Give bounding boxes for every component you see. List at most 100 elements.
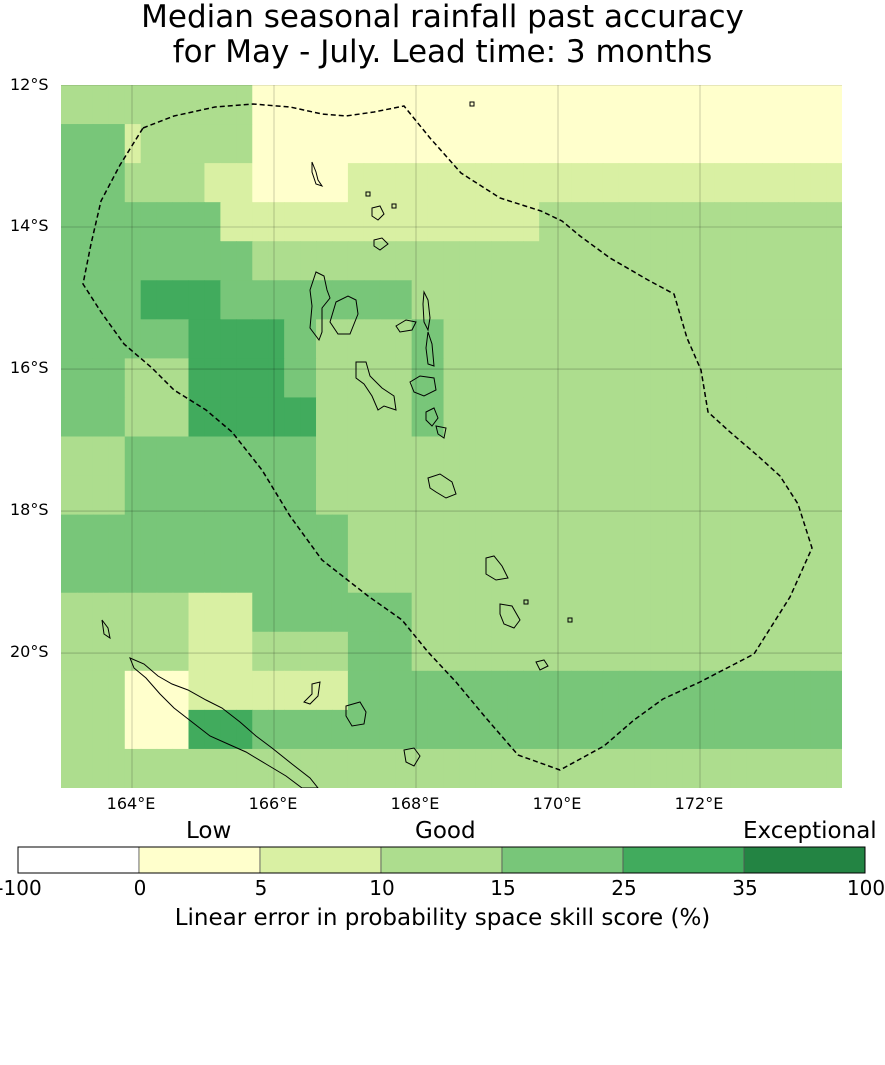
heatmap-cell	[124, 514, 142, 555]
heatmap-cell	[602, 514, 620, 555]
heatmap-cell	[762, 124, 779, 164]
heatmap-cell	[507, 124, 524, 164]
heatmap-cell	[252, 241, 269, 281]
heatmap-cell	[586, 670, 604, 711]
heatmap-cell	[220, 280, 237, 320]
heatmap-cell	[379, 436, 397, 477]
heatmap-cell	[810, 202, 827, 242]
heatmap-cell	[443, 436, 461, 477]
heatmap-cell	[316, 241, 333, 281]
heatmap-cell	[411, 592, 429, 633]
heatmap-cell	[140, 670, 158, 711]
island-malekula	[355, 361, 397, 411]
heatmap-cell	[236, 280, 253, 320]
heatmap-cell	[682, 709, 700, 750]
island-lifou	[345, 701, 367, 727]
island-small-5	[567, 617, 573, 623]
heatmap-cell	[475, 553, 492, 594]
heatmap-cell	[602, 319, 620, 359]
heatmap-cell	[826, 709, 842, 750]
heatmap-cell	[714, 592, 732, 633]
heatmap-cell	[507, 85, 524, 125]
colorbar-bin	[622, 846, 745, 874]
heatmap-cell	[347, 592, 365, 633]
heatmap-cell	[778, 514, 795, 555]
heatmap-cell	[61, 397, 78, 438]
heatmap-cell	[746, 358, 763, 399]
heatmap-cell	[698, 436, 716, 477]
heatmap-cell	[140, 631, 158, 672]
heatmap-cell	[650, 475, 668, 516]
heatmap-cell	[459, 670, 477, 711]
colorbar-tick: 100	[846, 876, 885, 900]
heatmap-cell	[316, 514, 333, 555]
heatmap-cell	[300, 358, 317, 399]
heatmap-cell	[411, 670, 429, 711]
heatmap-cell	[523, 553, 540, 594]
island-new-caledonia	[129, 657, 319, 788]
heatmap-cell	[475, 124, 492, 164]
heatmap-cell	[491, 202, 508, 242]
heatmap-cell	[236, 241, 253, 281]
heatmap-cell	[188, 358, 206, 399]
heatmap-cell	[714, 241, 732, 281]
heatmap-cell	[571, 124, 588, 164]
heatmap-cell	[411, 436, 429, 477]
heatmap-cell	[618, 436, 636, 477]
legend-category-exceptional: Exceptional	[743, 818, 877, 844]
heatmap-cell	[459, 631, 477, 672]
heatmap-cell	[300, 397, 317, 438]
heatmap-cell	[762, 670, 779, 711]
heatmap-cell	[682, 202, 700, 242]
heatmap-cell	[714, 553, 732, 594]
heatmap-cell	[810, 280, 827, 320]
heatmap-cell	[714, 709, 732, 750]
heatmap-cell	[156, 319, 174, 359]
heatmap-cell	[698, 202, 716, 242]
heatmap-cell	[507, 631, 524, 672]
heatmap-cell	[395, 670, 413, 711]
heatmap-cell	[586, 748, 604, 788]
heatmap-cell	[124, 163, 142, 203]
heatmap-cell	[778, 85, 795, 125]
heatmap-cell	[395, 631, 413, 672]
heatmap-cell	[61, 319, 78, 359]
heatmap-cell	[794, 631, 811, 672]
heatmap-cell	[204, 241, 221, 281]
island-small-2	[365, 191, 371, 197]
heatmap-cell	[762, 436, 779, 477]
heatmap-cell	[156, 280, 174, 320]
heatmap-cell	[236, 202, 253, 242]
heatmap-cell	[810, 85, 827, 125]
heatmap-cell	[379, 280, 397, 320]
heatmap-cell	[268, 319, 285, 359]
heatmap-cell	[746, 436, 763, 477]
heatmap-cell	[778, 163, 795, 203]
heatmap-cell	[284, 319, 301, 359]
heatmap-cell	[443, 202, 461, 242]
heatmap-cell	[746, 709, 763, 750]
heatmap-cell	[252, 592, 269, 633]
heatmap-cell	[459, 514, 477, 555]
heatmap-cell	[379, 85, 397, 125]
heatmap-cell	[379, 553, 397, 594]
heatmap-cell	[236, 397, 253, 438]
heatmap-cell	[810, 241, 827, 281]
heatmap-cell	[363, 553, 381, 594]
heatmap-cell	[459, 709, 477, 750]
heatmap-cell	[395, 358, 413, 399]
heatmap-cell	[284, 163, 301, 203]
heatmap-cell	[300, 202, 317, 242]
heatmap-cell	[204, 631, 221, 672]
heatmap-cell	[602, 475, 620, 516]
heatmap-cell	[316, 631, 333, 672]
colorbar	[17, 846, 866, 874]
heatmap-cell	[634, 475, 652, 516]
heatmap-cell	[730, 631, 747, 672]
heatmap-cell	[475, 202, 492, 242]
heatmap-cell	[268, 124, 285, 164]
heatmap-cell	[810, 670, 827, 711]
heatmap-cell	[650, 319, 668, 359]
heatmap-cell	[714, 163, 732, 203]
heatmap-cell	[379, 748, 397, 788]
